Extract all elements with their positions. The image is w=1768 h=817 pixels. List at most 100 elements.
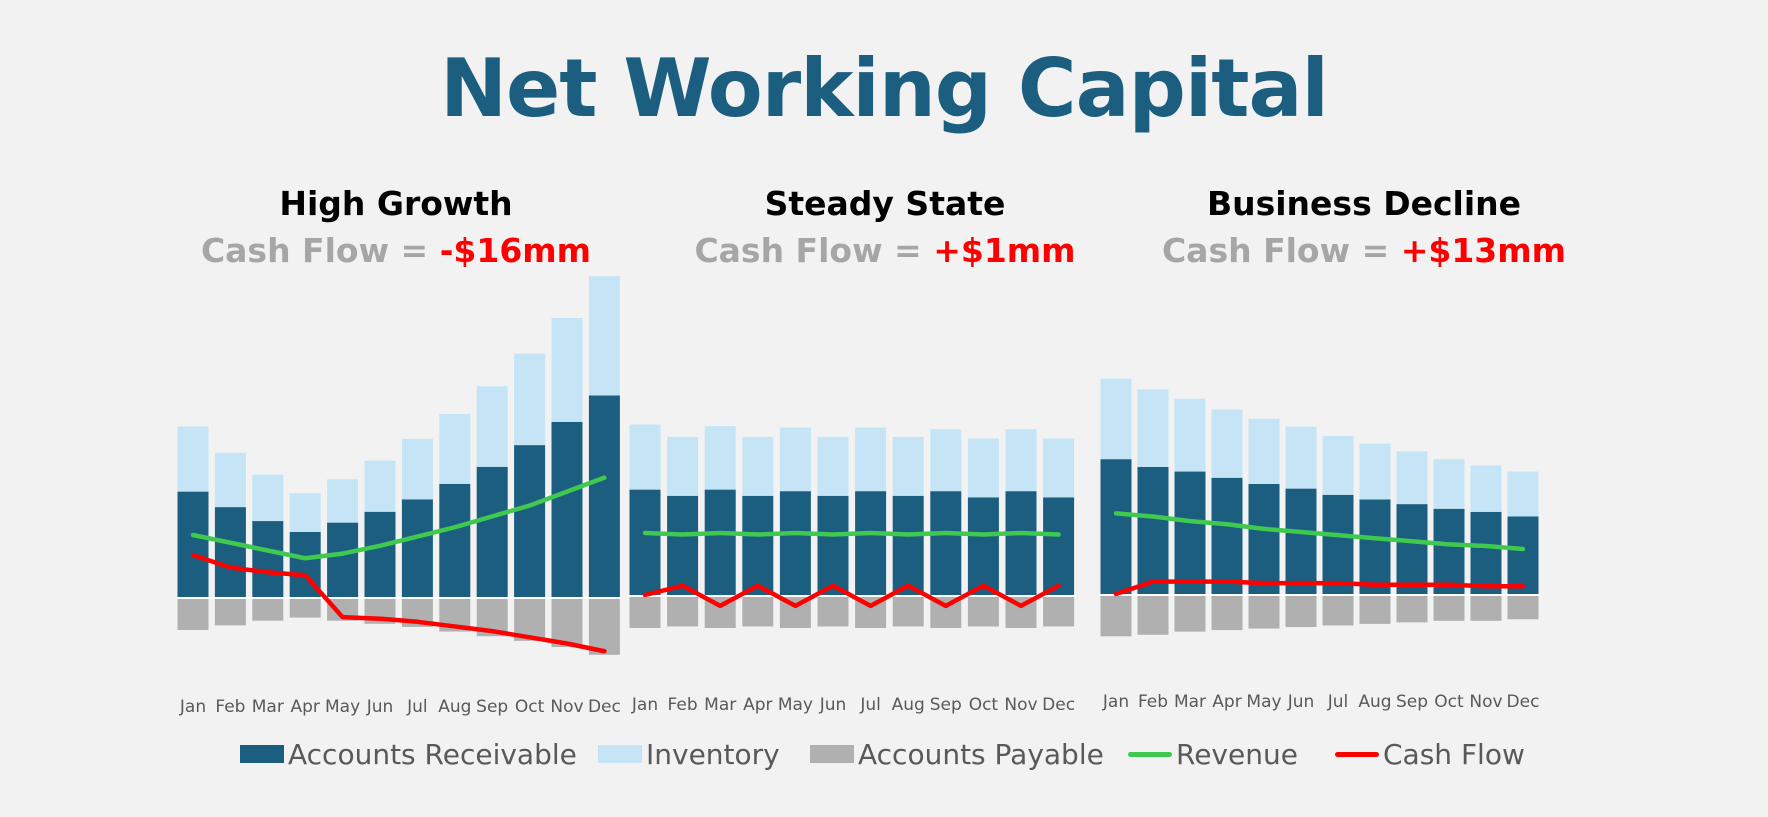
x-tick-label: Mar — [1174, 692, 1206, 712]
x-tick-label: Nov — [1004, 695, 1037, 715]
bar-inventory-high-growth — [401, 438, 433, 500]
bar-accounts-receivable-business-decline — [1137, 466, 1169, 594]
x-tick-label: Jun — [1287, 692, 1315, 712]
subtitle-prefix: Cash Flow = — [694, 231, 934, 270]
cash-flow-value: +$13mm — [1400, 231, 1567, 270]
bar-inventory-business-decline — [1248, 418, 1280, 484]
bar-accounts-payable-business-decline — [1322, 596, 1354, 626]
bar-accounts-payable-business-decline — [1433, 596, 1465, 621]
bar-accounts-receivable-steady-state — [817, 495, 849, 595]
bar-accounts-payable-steady-state — [667, 597, 699, 627]
bar-inventory-high-growth — [289, 493, 321, 532]
bar-inventory-steady-state — [779, 427, 811, 492]
bar-accounts-receivable-steady-state — [629, 489, 661, 595]
x-tick-label: Apr — [290, 697, 319, 717]
x-tick-label: Apr — [743, 695, 772, 715]
revenue-line-steady-state — [642, 530, 1061, 537]
bar-accounts-payable-high-growth — [588, 599, 620, 655]
bar-inventory-business-decline — [1396, 451, 1428, 505]
bar-accounts-receivable-business-decline — [1470, 511, 1502, 594]
legend-label: Cash Flow — [1383, 737, 1525, 771]
bar-accounts-payable-steady-state — [967, 597, 999, 627]
legend-item-accounts-payable: Accounts Payable — [810, 734, 1104, 774]
bar-accounts-receivable-steady-state — [779, 491, 811, 595]
bar-accounts-receivable-business-decline — [1211, 477, 1243, 594]
legend-swatch — [598, 745, 642, 763]
bar-inventory-high-growth — [476, 386, 508, 467]
bar-accounts-receivable-high-growth — [401, 499, 433, 597]
panel-subtitle-business-decline: Cash Flow = +$13mm — [1104, 231, 1624, 270]
bar-accounts-receivable-steady-state — [1043, 497, 1075, 595]
bar-inventory-steady-state — [1043, 438, 1075, 498]
x-tick-label: Nov — [1469, 692, 1502, 712]
bar-accounts-receivable-steady-state — [967, 497, 999, 595]
bar-accounts-receivable-steady-state — [704, 489, 736, 595]
page-title: Net Working Capital — [440, 42, 1329, 135]
bar-accounts-receivable-steady-state — [667, 495, 699, 595]
legend-label: Revenue — [1176, 737, 1298, 771]
bar-inventory-business-decline — [1174, 398, 1206, 472]
bar-accounts-receivable-high-growth — [439, 483, 471, 597]
x-tick-label: Mar — [704, 695, 736, 715]
legend-line — [1335, 751, 1379, 757]
bar-inventory-high-growth — [177, 426, 209, 492]
bar-inventory-high-growth — [514, 353, 546, 446]
legend-line — [1128, 751, 1172, 757]
bar-accounts-receivable-business-decline — [1322, 494, 1354, 594]
x-tick-label: Jul — [859, 695, 881, 715]
bar-inventory-steady-state — [817, 436, 849, 496]
bar-inventory-high-growth — [551, 318, 583, 422]
bar-accounts-payable-business-decline — [1211, 596, 1243, 631]
x-tick-label: Mar — [252, 697, 284, 717]
bar-inventory-steady-state — [704, 426, 736, 490]
legend-item-cash-flow: Cash Flow — [1335, 734, 1525, 774]
revenue-line-business-decline — [1113, 511, 1526, 552]
bar-inventory-high-growth — [327, 479, 359, 523]
x-tick-label: Dec — [1507, 692, 1540, 712]
x-tick-label: Jun — [819, 695, 847, 715]
bar-accounts-receivable-business-decline — [1100, 459, 1132, 594]
x-tick-label: Jul — [406, 697, 428, 717]
x-tick-label: Jun — [366, 697, 394, 717]
bar-accounts-receivable-high-growth — [214, 507, 246, 597]
x-tick-label: Aug — [892, 695, 925, 715]
bar-accounts-receivable-business-decline — [1507, 516, 1539, 594]
x-tick-label: Dec — [588, 697, 621, 717]
bar-accounts-receivable-business-decline — [1396, 504, 1428, 594]
x-tick-label: Apr — [1212, 692, 1241, 712]
bar-accounts-payable-high-growth — [551, 599, 583, 648]
legend-item-revenue: Revenue — [1128, 734, 1298, 774]
legend: Accounts Receivable Inventory Accounts P… — [0, 734, 1768, 774]
bar-inventory-business-decline — [1211, 409, 1243, 478]
legend-label: Inventory — [646, 737, 780, 771]
x-tick-label: Aug — [438, 697, 471, 717]
bar-accounts-receivable-business-decline — [1174, 471, 1206, 594]
bar-inventory-business-decline — [1359, 443, 1391, 500]
bar-accounts-payable-steady-state — [742, 597, 774, 627]
bar-accounts-receivable-high-growth — [327, 522, 359, 597]
legend-swatch — [240, 745, 284, 763]
bar-accounts-receivable-steady-state — [742, 495, 774, 595]
legend-item-inventory: Inventory — [598, 734, 780, 774]
x-tick-label: Aug — [1358, 692, 1391, 712]
x-tick-label: Feb — [215, 697, 245, 717]
x-tick-label: Jan — [1102, 692, 1129, 712]
bar-inventory-business-decline — [1470, 465, 1502, 512]
bar-accounts-payable-high-growth — [177, 599, 209, 630]
legend-label: Accounts Receivable — [288, 737, 577, 771]
x-tick-label: Dec — [1042, 695, 1075, 715]
revenue-line-high-growth — [190, 475, 607, 561]
x-tick-label: May — [1246, 692, 1281, 712]
bar-inventory-steady-state — [855, 427, 887, 492]
bar-accounts-receivable-high-growth — [588, 395, 620, 597]
bar-accounts-payable-business-decline — [1396, 596, 1428, 623]
bar-accounts-payable-business-decline — [1359, 596, 1391, 624]
bar-accounts-receivable-steady-state — [930, 491, 962, 595]
x-tick-label: Sep — [930, 695, 962, 715]
x-tick-label: Feb — [668, 695, 698, 715]
cash-flow-value: -$16mm — [439, 231, 592, 270]
bar-inventory-business-decline — [1322, 435, 1354, 495]
bar-accounts-receivable-high-growth — [476, 466, 508, 597]
bar-inventory-steady-state — [1005, 429, 1037, 492]
